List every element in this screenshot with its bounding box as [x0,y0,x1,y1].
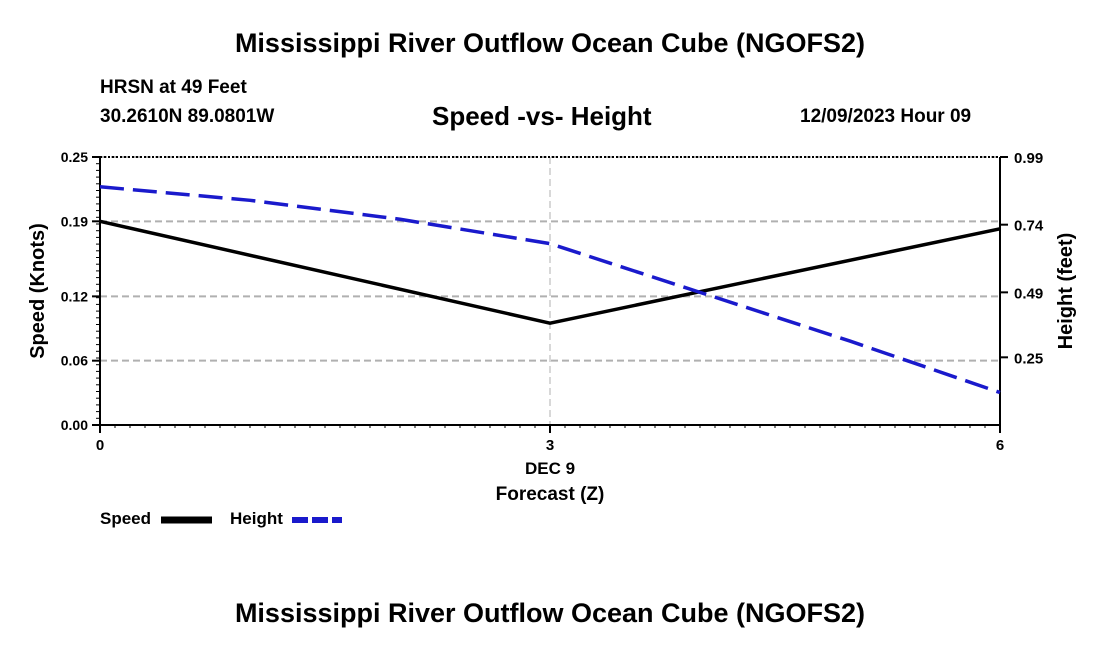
x-tick-label: 6 [996,437,1004,454]
x-axis-date-label: DEC 9 [525,459,575,478]
chart-subtitle: Speed -vs- Height [432,101,652,131]
y-right-tick-label: 0.25 [1014,350,1043,367]
y-left-tick-label: 0.25 [61,149,88,165]
x-tick-label: 3 [546,437,554,454]
x-tick-label: 0 [96,437,104,454]
y-left-tick-label: 0.19 [61,213,88,229]
coordinates-label: 30.2610N 89.0801W [100,106,275,127]
station-label: HRSN at 49 Feet [100,77,247,98]
x-axis-title: Forecast (Z) [496,484,605,505]
series-line-speed [99,219,1001,325]
y-left-tick-label: 0.00 [61,417,88,433]
y-right-tick-label: 0.49 [1014,285,1043,302]
footer-title: Mississippi River Outflow Ocean Cube (NG… [234,598,866,628]
datetime-label: 12/09/2023 Hour 09 [800,106,972,127]
y-right-tick-label: 0.74 [1014,218,1044,235]
y-left-axis-title: Speed (Knots) [27,223,49,359]
y-left-tick-label: 0.06 [61,353,88,369]
series-line-height [99,185,1001,395]
page-title: Mississippi River Outflow Ocean Cube (NG… [234,28,866,58]
legend-height-label: Height [230,509,283,528]
y-right-axis-title: Height (feet) [1055,233,1077,350]
y-right-tick-label: 0.99 [1014,150,1043,167]
y-left-tick-label: 0.12 [61,288,88,304]
legend-speed-label: Speed [100,509,152,528]
